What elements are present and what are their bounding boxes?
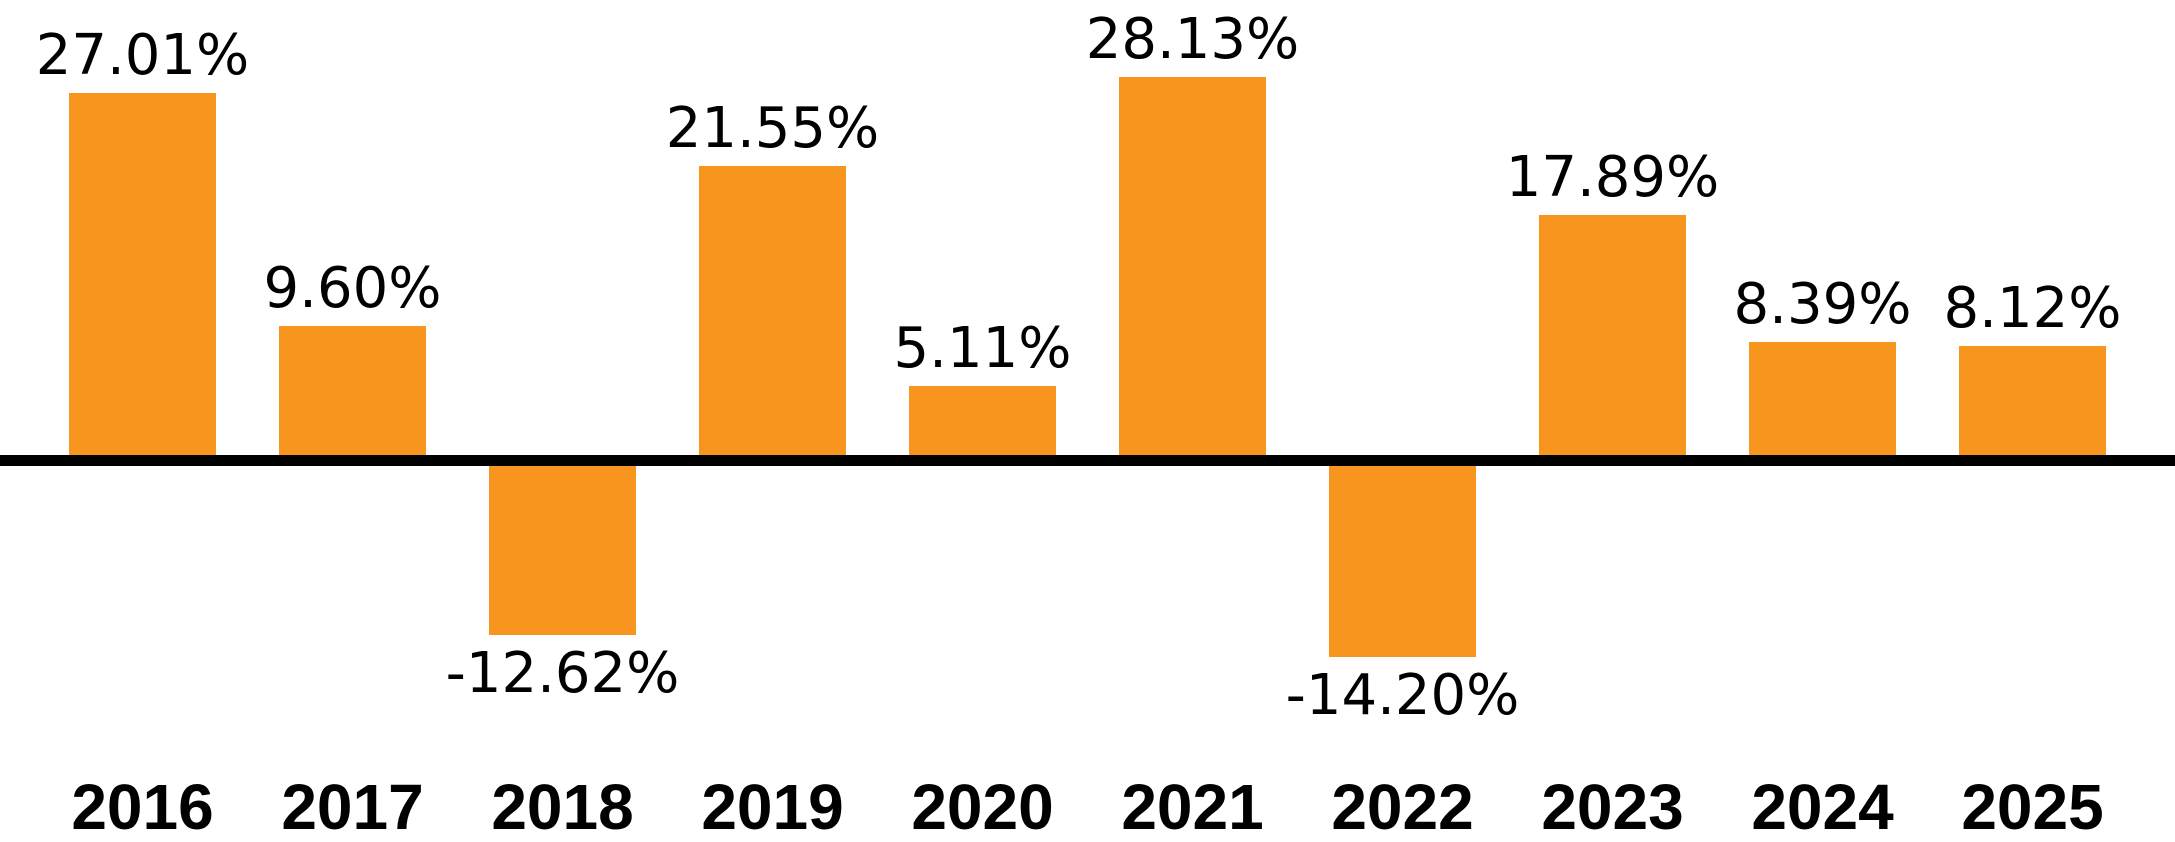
bar-2016 bbox=[69, 92, 216, 455]
x-axis-label-2025: 2025 bbox=[1961, 771, 2104, 842]
value-label-2018: -12.62% bbox=[445, 641, 680, 707]
bar-2020 bbox=[909, 386, 1056, 455]
bar-2017 bbox=[279, 326, 426, 455]
x-axis-label-2020: 2020 bbox=[911, 771, 1054, 842]
x-axis-label-2021: 2021 bbox=[1121, 771, 1264, 842]
value-label-2025: 8.12% bbox=[1943, 276, 2122, 342]
x-axis-label-2023: 2023 bbox=[1541, 771, 1684, 842]
bar-2019 bbox=[699, 165, 846, 455]
x-axis-label-2022: 2022 bbox=[1331, 771, 1474, 842]
bar-2025 bbox=[1959, 346, 2106, 455]
value-label-2016: 27.01% bbox=[35, 22, 250, 88]
value-label-2023: 17.89% bbox=[1505, 144, 1720, 210]
x-axis-label-2018: 2018 bbox=[491, 771, 634, 842]
x-axis-label-2017: 2017 bbox=[281, 771, 424, 842]
value-label-2020: 5.11% bbox=[893, 316, 1072, 382]
bar-2022 bbox=[1329, 466, 1476, 657]
bar-2023 bbox=[1539, 214, 1686, 455]
value-label-2022: -14.20% bbox=[1285, 662, 1520, 728]
value-label-2021: 28.13% bbox=[1085, 7, 1300, 73]
x-axis-label-2019: 2019 bbox=[701, 771, 844, 842]
zero-axis-line bbox=[0, 455, 2175, 466]
value-label-2024: 8.39% bbox=[1733, 272, 1912, 338]
x-axis-label-2016: 2016 bbox=[71, 771, 214, 842]
value-label-2017: 9.60% bbox=[263, 256, 442, 322]
value-label-2019: 21.55% bbox=[665, 95, 880, 161]
x-axis-label-2024: 2024 bbox=[1751, 771, 1894, 842]
bar-2021 bbox=[1119, 77, 1266, 455]
bar-2018 bbox=[489, 466, 636, 636]
bar-2024 bbox=[1749, 342, 1896, 455]
